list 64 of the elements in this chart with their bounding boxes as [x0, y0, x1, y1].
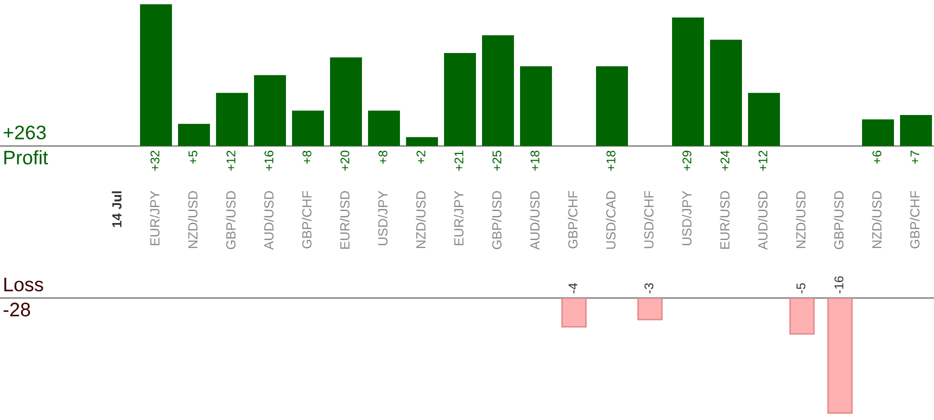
x-tick-label: GBP/USD: [226, 191, 236, 250]
data-label: -5: [796, 283, 806, 294]
text: Loss: [4, 278, 44, 292]
data-label: +8: [378, 150, 388, 164]
data-label: -16: [834, 276, 844, 294]
x-tick-label: NZD/USD: [796, 191, 806, 248]
data-label: +2: [416, 150, 426, 164]
x-tick-label: GBP/USD: [492, 191, 502, 250]
x-tick-label: USD/JPY: [378, 190, 388, 246]
data-label: +12: [758, 150, 768, 171]
x-tick-label: EUR/USD: [340, 191, 350, 249]
x-tick-label: GBP/CHF: [568, 190, 578, 248]
x-tick-label: EUR/USD: [720, 191, 730, 249]
data-label: +16: [264, 150, 274, 171]
bar: [596, 66, 628, 146]
x-tick-label: AUD/USD: [264, 191, 274, 250]
data-label: +32: [150, 150, 160, 171]
bar: [406, 137, 438, 146]
data-label: +8: [302, 150, 312, 164]
bar: [368, 110, 400, 146]
data-label: +21: [454, 150, 464, 171]
data-label: +18: [530, 150, 540, 171]
data-label: +24: [720, 150, 730, 171]
bar: [900, 114, 932, 146]
text: +263: [4, 126, 46, 140]
data-label: +20: [340, 150, 350, 171]
data-label: +7: [910, 150, 920, 164]
data-label: +12: [226, 150, 236, 171]
x-tick-label: GBP/USD: [834, 191, 844, 250]
bar: [178, 124, 210, 146]
x-tick-label: USD/JPY: [682, 190, 692, 246]
bar: [520, 66, 552, 146]
x-tick-label: 14 Jul: [112, 191, 122, 228]
bar: [482, 35, 514, 146]
x-tick-label: AUD/USD: [758, 191, 768, 250]
bar: [140, 4, 172, 146]
bar: [292, 110, 324, 146]
data-label: -3: [644, 283, 654, 294]
x-tick-label: NZD/USD: [416, 191, 426, 248]
bar: [330, 57, 362, 146]
text: Profit: [4, 150, 48, 164]
bar: [748, 92, 780, 146]
x-tick-label: USD/CHF: [644, 190, 654, 248]
data-label: +18: [606, 150, 616, 171]
x-tick-label: NZD/USD: [872, 191, 882, 248]
x-tick-label: AUD/USD: [530, 191, 540, 250]
data-label: +5: [188, 150, 198, 164]
bar: [672, 18, 704, 146]
x-tick-label: USD/CAD: [606, 191, 616, 249]
bar: [216, 92, 248, 146]
text: -28: [4, 302, 30, 316]
x-tick-label: EUR/JPY: [150, 190, 160, 246]
bar: [862, 119, 894, 146]
x-tick-label: NZD/USD: [188, 191, 198, 248]
x-tick-label: EUR/JPY: [454, 190, 464, 246]
x-tick-label: GBP/CHF: [910, 190, 920, 248]
data-label: +29: [682, 150, 692, 171]
data-label: +6: [872, 150, 882, 164]
data-label: +25: [492, 150, 502, 171]
x-tick-label: GBP/CHF: [302, 190, 312, 248]
bar: [710, 40, 742, 146]
data-label: -4: [568, 283, 578, 294]
bar: [254, 75, 286, 146]
bar: [444, 52, 476, 146]
